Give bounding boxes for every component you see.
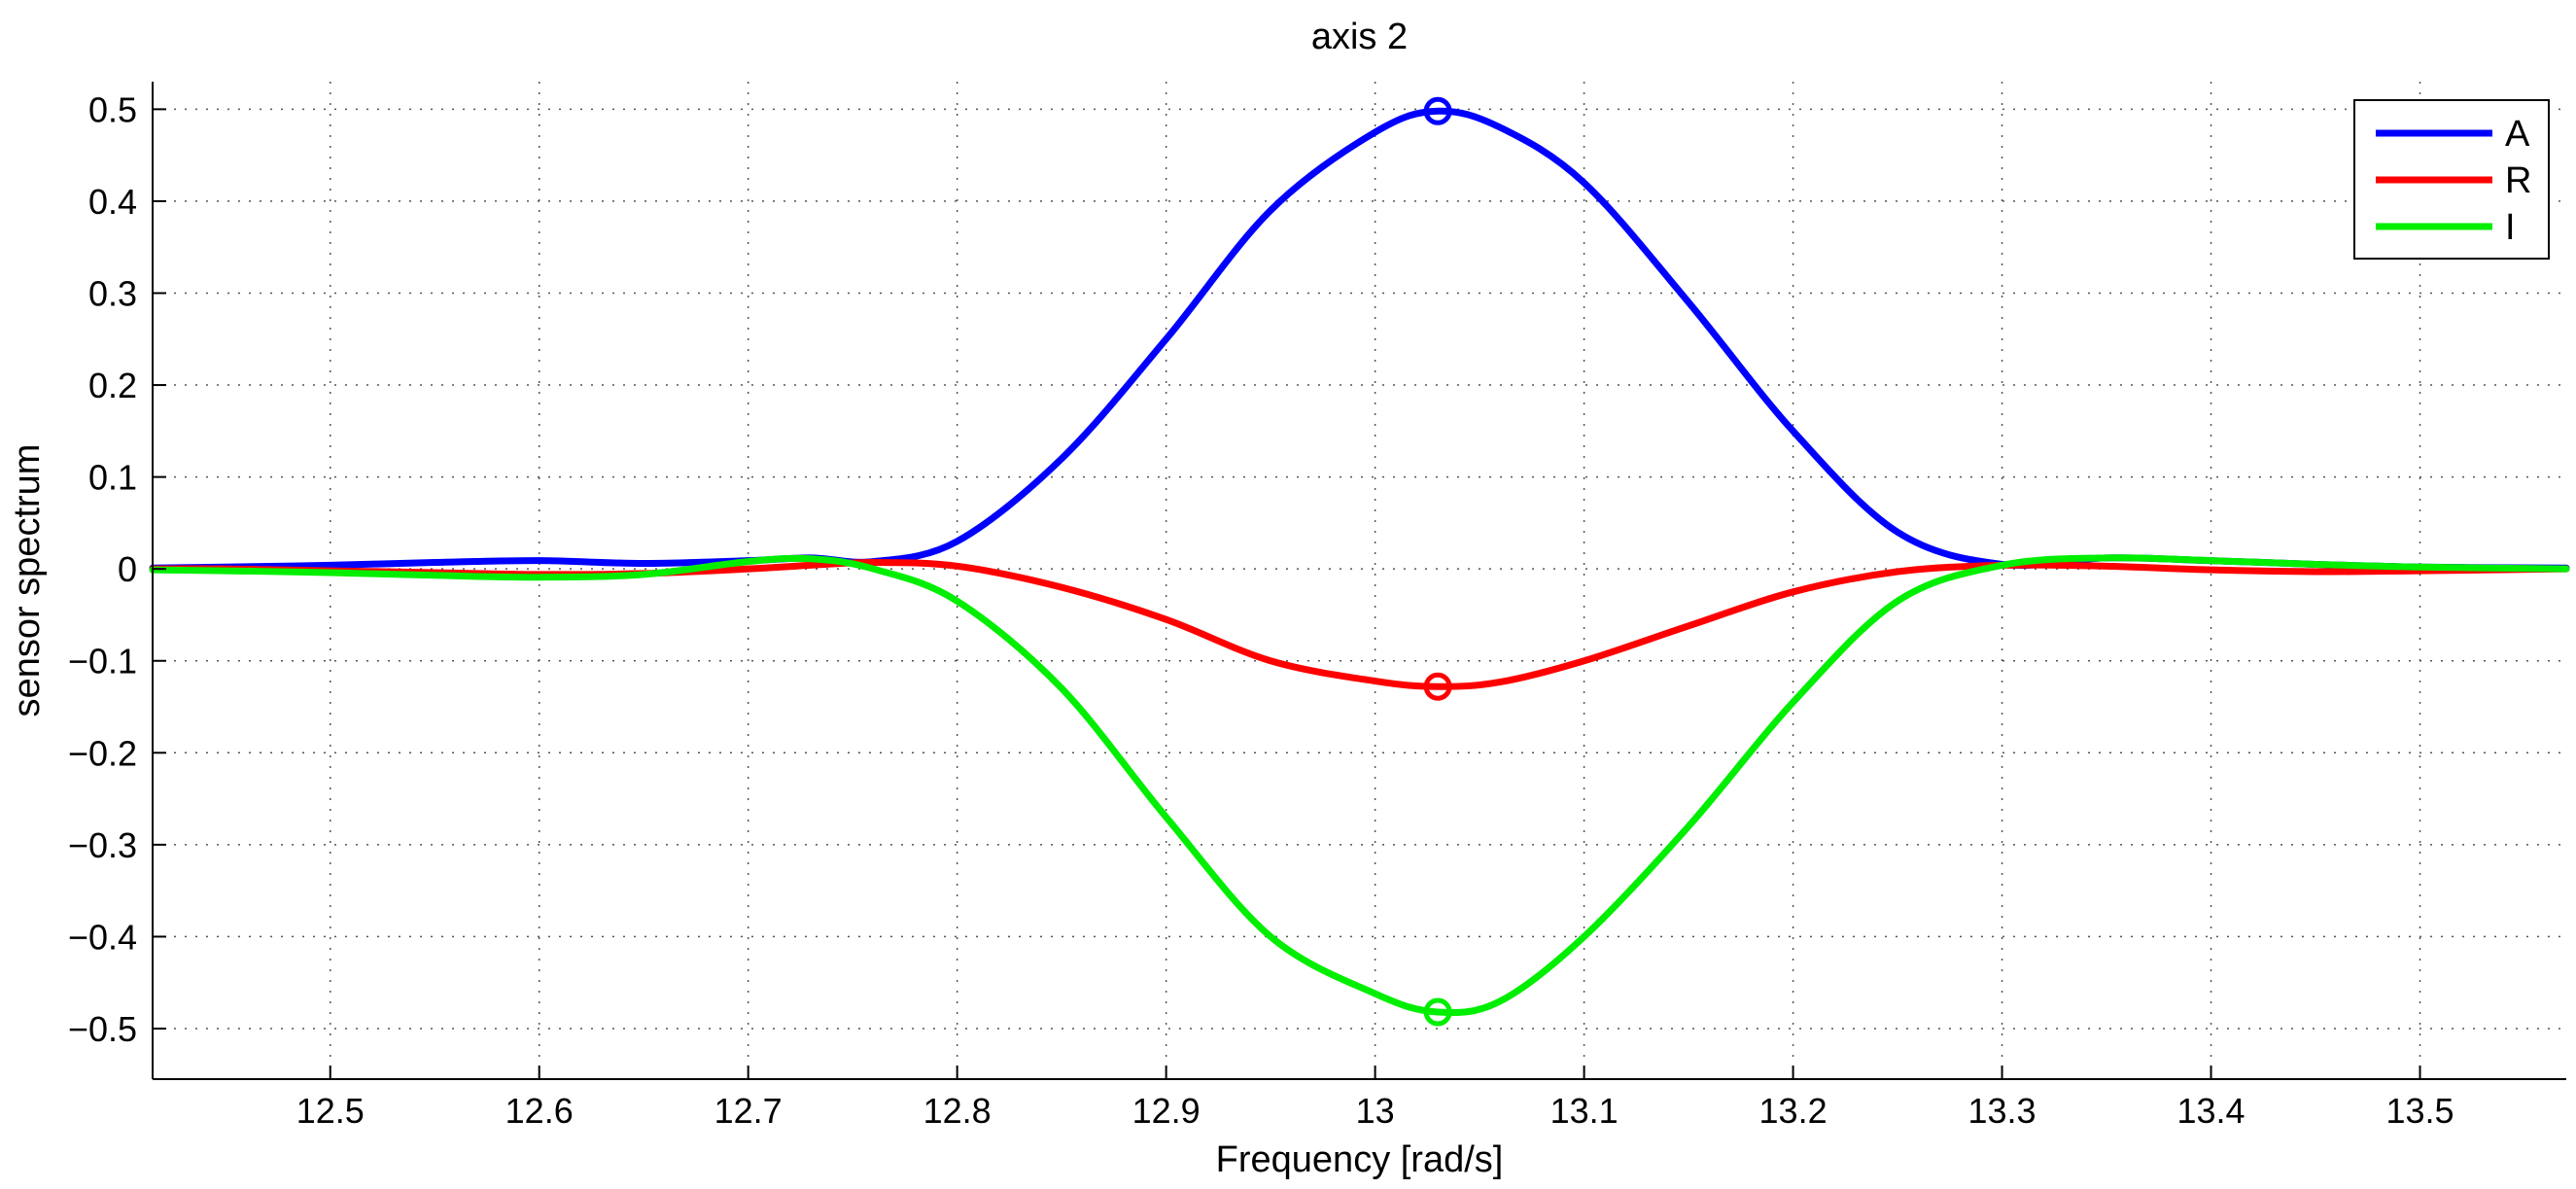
x-tick-label: 13.4 (2176, 1091, 2245, 1131)
legend-label-i: I (2505, 207, 2516, 248)
y-axis-label: sensor spectrum (7, 444, 48, 717)
x-tick-label: 12.5 (296, 1091, 365, 1131)
x-axis-ticks: 12.5 12.6 12.7 12.8 12.9 13 13.1 13.2 13.3 13.4 13… (296, 1066, 2454, 1131)
y-tick-label: 0.3 (88, 273, 137, 313)
x-tick-label: 13.2 (1759, 1091, 1828, 1131)
x-tick-label: 13 (1356, 1091, 1395, 1131)
series-layer (149, 107, 2570, 1017)
y-tick-label: −0.1 (68, 642, 137, 682)
y-tick-label: −0.4 (68, 917, 137, 957)
y-tick-label: 0.2 (88, 366, 137, 405)
x-tick-label: 13.3 (1968, 1091, 2036, 1131)
axis-lines (152, 82, 2566, 1080)
y-tick-label: −0.3 (68, 825, 137, 865)
y-tick-label: −0.5 (68, 1009, 137, 1049)
x-tick-label: 12.9 (1132, 1091, 1201, 1131)
x-tick-label: 13.5 (2385, 1091, 2454, 1131)
y-tick-label: 0.5 (88, 89, 137, 129)
x-tick-label: 12.8 (923, 1091, 992, 1131)
legend-label-r: R (2505, 160, 2531, 201)
peak-marker-r (1423, 672, 1452, 701)
x-tick-label: 12.7 (714, 1091, 783, 1131)
legend: ARI (2353, 99, 2550, 260)
plot-area (149, 82, 2570, 1080)
series-line-i (149, 554, 2570, 1017)
x-tick-label: 13.1 (1550, 1091, 1619, 1131)
chart-title: axis 2 (1311, 17, 1408, 57)
peak-marker-a (1423, 96, 1452, 125)
marker-layer (1423, 96, 1452, 1027)
legend-label-a: A (2505, 114, 2530, 155)
x-tick-label: 12.6 (505, 1091, 574, 1131)
y-axis-ticks: −0.5 −0.4 −0.3 −0.2 −0.1 0 0.1 0.2 0.3 0.4 0.5 (68, 89, 166, 1049)
peak-marker-i (1423, 997, 1452, 1027)
y-tick-label: 0.4 (88, 182, 137, 222)
y-tick-label: 0.1 (88, 458, 137, 498)
y-tick-label: −0.2 (68, 733, 137, 773)
y-tick-label: 0 (118, 549, 137, 589)
x-axis-label: Frequency [rad/s] (1216, 1139, 1504, 1180)
